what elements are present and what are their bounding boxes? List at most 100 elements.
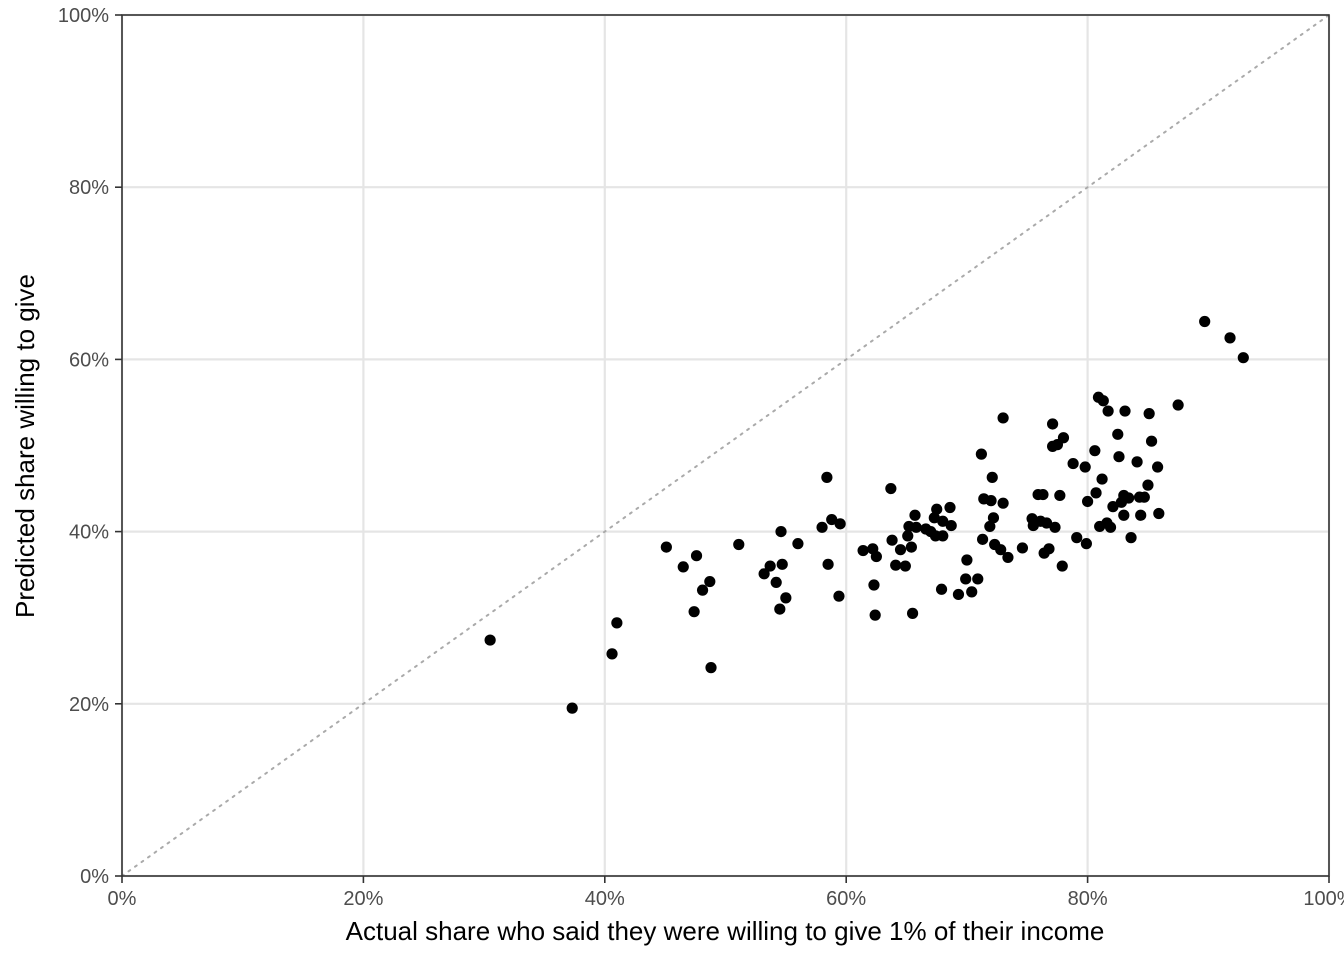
- data-point: [1118, 509, 1130, 521]
- data-point: [910, 521, 922, 533]
- y-tick-label: 0%: [80, 866, 109, 888]
- data-point: [1046, 418, 1059, 430]
- data-point: [952, 588, 965, 601]
- data-point: [484, 634, 496, 646]
- data-point: [975, 448, 987, 460]
- plot-panel-border: [121, 14, 1330, 877]
- data-point: [770, 576, 782, 588]
- data-point: [660, 541, 672, 553]
- data-point: [1049, 521, 1061, 533]
- data-point: [1104, 521, 1117, 533]
- data-point: [966, 586, 978, 598]
- data-point: [1002, 551, 1014, 564]
- data-point: [764, 560, 776, 572]
- data-point: [822, 558, 834, 570]
- data-point: [1097, 395, 1109, 407]
- data-point: [961, 554, 973, 566]
- x-tick-label: 40%: [585, 888, 625, 910]
- data-point: [1142, 479, 1154, 491]
- data-point: [1071, 532, 1083, 544]
- data-point: [1056, 560, 1068, 572]
- data-point: [1153, 507, 1165, 520]
- data-point: [1057, 432, 1070, 444]
- data-point: [696, 584, 709, 596]
- data-point: [995, 544, 1007, 556]
- data-point: [905, 541, 917, 553]
- data-point: [776, 558, 788, 570]
- data-point: [1119, 405, 1131, 417]
- data-point: [886, 534, 898, 546]
- data-point: [834, 518, 846, 530]
- data-point: [997, 412, 1009, 424]
- x-axis-title: Actual share who said they were willing …: [346, 916, 1105, 946]
- data-point: [1040, 517, 1053, 529]
- data-point: [1152, 461, 1164, 473]
- data-point: [1080, 538, 1092, 550]
- data-point: [1037, 488, 1049, 501]
- y-axis-title: Predicted share willing to give: [10, 274, 40, 618]
- data-point: [758, 568, 770, 580]
- data-point: [733, 538, 745, 551]
- y-tick-label: 40%: [69, 522, 109, 544]
- data-point: [1090, 487, 1102, 499]
- data-point: [857, 544, 869, 557]
- data-point: [566, 702, 578, 714]
- x-tick-label: 0%: [108, 888, 137, 910]
- data-point: [1067, 457, 1079, 470]
- data-point: [985, 495, 997, 507]
- data-point: [1237, 352, 1249, 364]
- data-point: [890, 559, 902, 571]
- data-point: [611, 617, 623, 629]
- y-tick-label: 100%: [58, 5, 109, 27]
- data-point: [1107, 501, 1119, 513]
- data-point: [899, 560, 911, 572]
- data-point: [909, 509, 921, 521]
- y-tick-label: 20%: [69, 694, 109, 716]
- data-point: [902, 530, 914, 542]
- data-point: [945, 519, 957, 532]
- data-point: [868, 579, 880, 591]
- data-point: [816, 521, 828, 533]
- data-point: [705, 662, 717, 674]
- data-point: [1043, 543, 1055, 555]
- data-point: [688, 606, 700, 618]
- data-point: [1016, 542, 1029, 554]
- x-tick-label: 100%: [1303, 888, 1344, 910]
- data-point: [1131, 456, 1143, 468]
- data-point: [960, 573, 972, 585]
- data-point: [931, 503, 943, 515]
- data-point: [606, 648, 618, 660]
- data-point: [1138, 491, 1150, 503]
- data-point: [997, 497, 1009, 509]
- data-point: [1113, 451, 1125, 463]
- data-point: [869, 609, 881, 621]
- data-point: [1096, 473, 1108, 485]
- data-point: [833, 590, 845, 602]
- data-point: [1135, 509, 1147, 521]
- x-axis: 0% 20% 40% 60% 80% 100%: [108, 876, 1344, 910]
- data-point: [937, 530, 949, 542]
- data-point: [1172, 399, 1184, 411]
- data-point: [774, 603, 786, 615]
- identity-reference-line: [121, 14, 1330, 877]
- data-point: [894, 544, 907, 556]
- data-point: [935, 583, 948, 595]
- data-point: [704, 575, 716, 588]
- data-point: [1102, 405, 1114, 417]
- data-point: [1089, 445, 1101, 457]
- data-point: [906, 607, 919, 619]
- data-point: [792, 538, 804, 550]
- data-point: [780, 592, 792, 604]
- data-point: [986, 471, 998, 483]
- data-point: [944, 501, 956, 514]
- data-point: [1143, 408, 1155, 420]
- data-point: [1079, 461, 1091, 473]
- data-point: [1125, 532, 1137, 544]
- data-point: [1145, 435, 1158, 447]
- data-point: [775, 526, 787, 538]
- data-point: [821, 471, 833, 483]
- data-points: [484, 315, 1249, 714]
- x-tick-label: 60%: [826, 888, 866, 910]
- data-point: [885, 482, 897, 495]
- data-point: [1224, 332, 1236, 344]
